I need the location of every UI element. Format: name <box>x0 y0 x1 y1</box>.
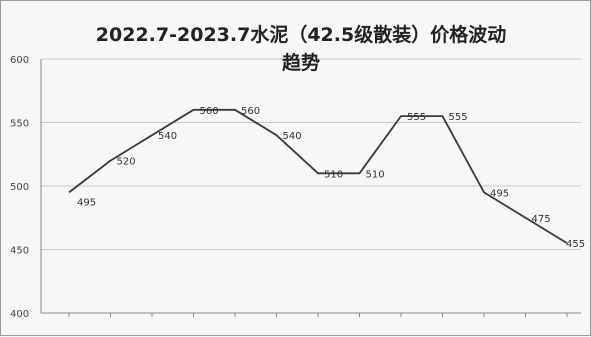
data-label-6: 510 <box>324 169 343 180</box>
data-label-3: 560 <box>200 106 219 117</box>
data-label-12: 455 <box>566 239 585 250</box>
price-series-line <box>68 108 568 244</box>
data-label-11: 475 <box>532 214 551 225</box>
y-tick-label-600: 600 <box>10 55 29 66</box>
data-label-8: 555 <box>407 112 426 123</box>
series-layer <box>68 108 568 244</box>
data-label-1: 520 <box>117 157 136 168</box>
y-tick-label-500: 500 <box>10 182 29 193</box>
chart-title-line1: 2022.7-2023.7水泥（42.5级散装）价格波动 <box>96 23 506 46</box>
data-label-9: 555 <box>449 112 468 123</box>
data-label-10: 495 <box>490 188 509 199</box>
y-tick-label-400: 400 <box>10 309 29 320</box>
grid-layer <box>41 58 581 314</box>
data-label-0: 495 <box>77 197 96 208</box>
y-tick-label-450: 450 <box>10 246 29 257</box>
y-tick-label-550: 550 <box>10 119 29 130</box>
data-label-7: 510 <box>366 169 385 180</box>
axis-layer: 400 450 500 550 600 <box>10 55 581 320</box>
data-label-4: 560 <box>241 106 260 117</box>
chart-title-line2: 趋势 <box>282 51 320 74</box>
data-label-5: 540 <box>283 131 302 142</box>
data-label-2: 540 <box>158 131 177 142</box>
label-layer: 495 520 540 560 560 540 510 510 555 555 495 475 455 <box>77 106 585 250</box>
